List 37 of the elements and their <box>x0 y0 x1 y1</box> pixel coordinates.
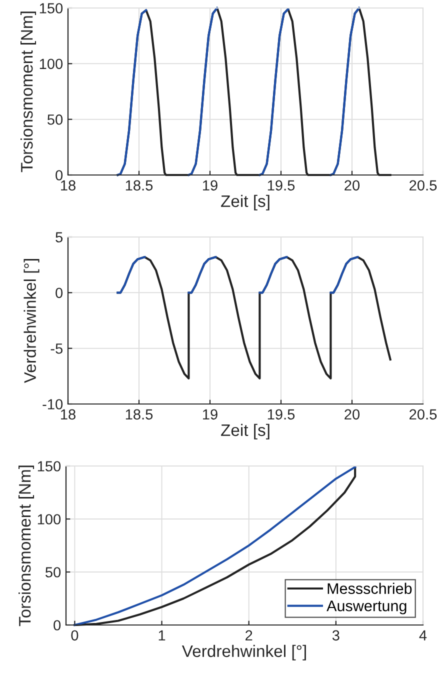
y-axis-title: Torsionsmoment [Nm] <box>20 12 36 172</box>
y-tick-label: -5 <box>50 344 63 354</box>
y-tick-label: -10 <box>42 399 63 410</box>
y-tick-label: 100 <box>40 58 63 70</box>
y-tick-label: 0 <box>54 620 61 630</box>
x-axis-title: Verdrehwinkel [°] <box>182 644 306 660</box>
x-tick-label: 3 <box>332 630 340 641</box>
y-tick-label: 100 <box>38 514 61 524</box>
x-tick-label: 19 <box>203 180 218 191</box>
x-tick-label: 20.5 <box>410 409 437 420</box>
y-tick-label: 0 <box>56 288 63 298</box>
x-tick-label: 20 <box>344 180 360 191</box>
y-tick-label: 150 <box>40 3 63 14</box>
y-tick-label: 0 <box>56 170 63 180</box>
y-tick-label: 50 <box>48 114 63 125</box>
x-tick-label: 20 <box>344 409 360 420</box>
x-tick-label: 0 <box>71 630 78 641</box>
legend-label: Messschrieb <box>328 582 412 594</box>
y-tick-label: 5 <box>56 232 63 242</box>
x-tick-label: 18 <box>61 180 76 191</box>
x-tick-label: 2 <box>246 630 252 640</box>
legend-label: Auswertung <box>326 600 406 614</box>
y-tick-label: 150 <box>38 461 61 472</box>
x-axis-title: Zeit [s] <box>221 424 270 440</box>
x-tick-label: 20.5 <box>410 180 437 191</box>
x-tick-label: 18 <box>61 409 76 420</box>
x-tick-label: 19 <box>203 409 218 420</box>
x-tick-label: 19.5 <box>268 180 295 191</box>
x-tick-label: 18.5 <box>126 409 153 420</box>
y-axis-title: Verdrehwinkel [°] <box>24 259 40 384</box>
x-tick-label: 19.5 <box>268 409 295 420</box>
x-tick-label: 4 <box>419 630 427 640</box>
x-tick-label: 18.5 <box>126 180 153 191</box>
x-axis-title: Zeit [s] <box>221 194 270 210</box>
y-tick-label: 50 <box>46 567 61 578</box>
x-tick-label: 1 <box>158 630 166 640</box>
y-axis-title: Torsionsmoment [Nm] <box>18 466 34 626</box>
